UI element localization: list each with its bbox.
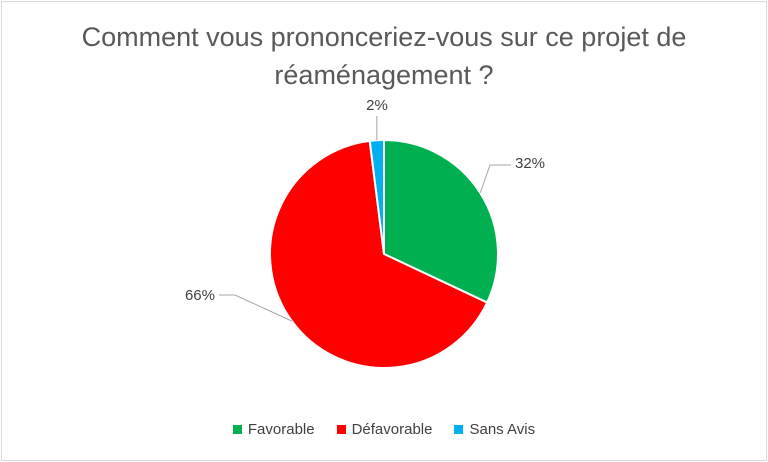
pie-slice-favorable	[383, 138, 499, 304]
legend-item: Défavorable	[336, 421, 433, 438]
pie-slice-sans-avis	[368, 138, 385, 255]
data-label: 32%	[515, 155, 545, 172]
chart-title: Comment vous prononceriez-vous sur ce pr…	[81, 22, 687, 90]
legend-swatch	[232, 425, 242, 434]
leader-line	[479, 164, 511, 194]
legend-swatch	[336, 425, 346, 434]
leader-line	[219, 294, 292, 322]
data-label: 66%	[185, 287, 215, 304]
legend-swatch	[454, 425, 464, 434]
legend-label: Sans Avis	[469, 421, 536, 438]
legend-item: Favorable	[232, 421, 315, 438]
legend-label: Favorable	[247, 421, 315, 438]
legend-label: Défavorable	[351, 421, 433, 438]
data-label: 2%	[366, 97, 388, 114]
legend-item: Sans Avis	[454, 421, 535, 438]
legend: Favorable Défavorable Sans Avis	[0, 421, 768, 438]
